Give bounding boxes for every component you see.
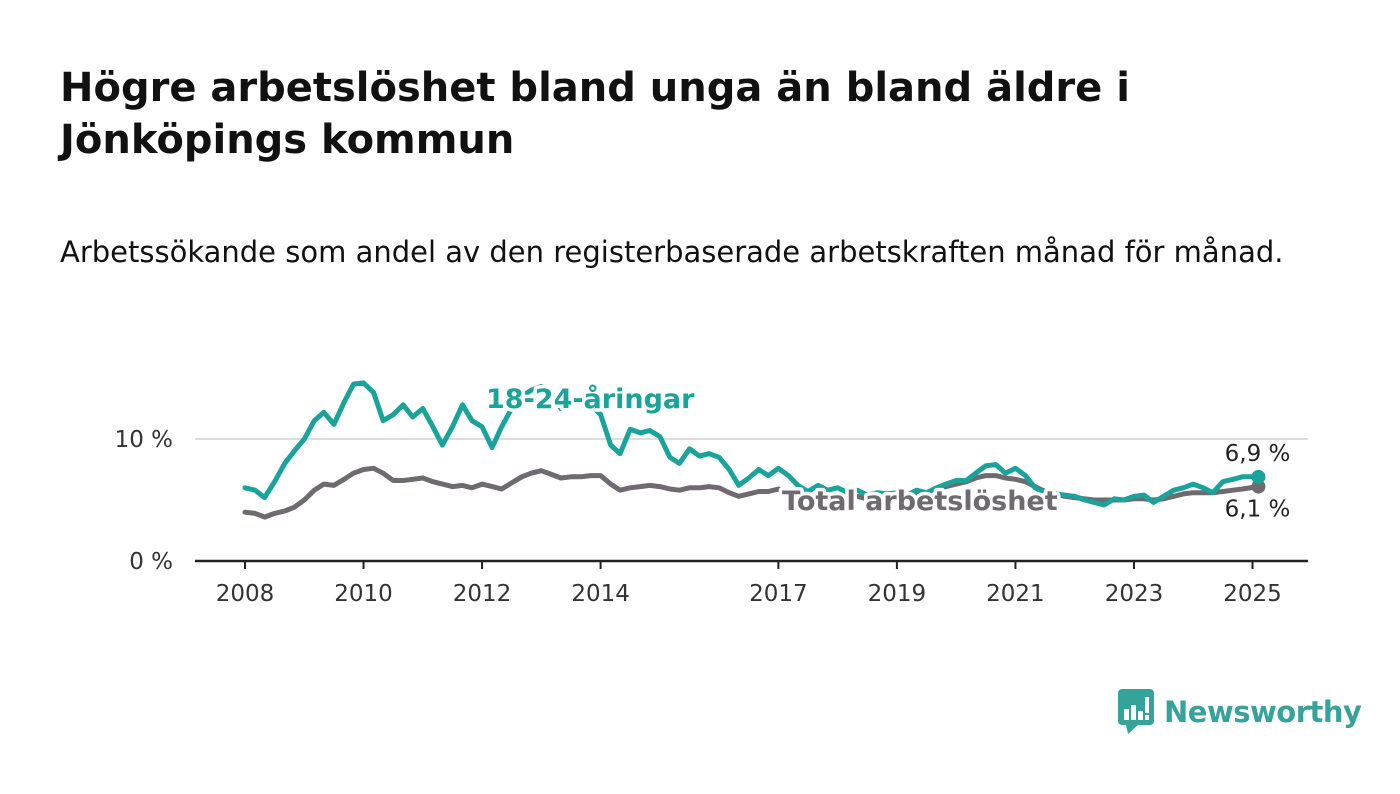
newsworthy-logo: Newsworthy xyxy=(1118,688,1362,736)
line-chart: 0 % 10 % 2008 2010 2012 2014 2017 2019 2021 2023 2… xyxy=(115,380,1308,607)
series-label-total: Total arbetslöshet xyxy=(782,486,1058,517)
y-tick-label: 10 % xyxy=(115,427,173,453)
x-tick-label: 2017 xyxy=(749,581,808,607)
series-label-youth: 18-24-åringar xyxy=(486,383,695,415)
x-tick-label: 2023 xyxy=(1105,581,1164,607)
newsworthy-logo-icon xyxy=(1118,689,1154,734)
brand-name: Newsworthy xyxy=(1164,695,1362,729)
x-tick-label: 2025 xyxy=(1223,581,1282,607)
series-line-youth xyxy=(242,380,1261,508)
axis-ticks: 0 % 10 % 2008 2010 2012 2014 2017 2019 2021 2023 2… xyxy=(115,427,1282,607)
x-tick-label: 2008 xyxy=(216,581,275,607)
end-label-youth: 6,9 % xyxy=(1225,441,1291,467)
series-lines xyxy=(242,380,1266,520)
series-labels: 18-24-åringar Total arbetslöshet 6,9 % 6,1 … xyxy=(483,380,1291,523)
grid-lines xyxy=(195,438,1308,563)
y-tick-label: 0 % xyxy=(129,549,173,575)
x-tick-label: 2014 xyxy=(571,581,630,607)
page-title: Högre arbetslöshet bland unga än bland ä… xyxy=(60,65,1130,163)
x-tick-label: 2019 xyxy=(868,581,927,607)
series-endpoint-youth xyxy=(1251,469,1266,484)
x-tick-label: 2021 xyxy=(986,581,1045,607)
x-tick-label: 2010 xyxy=(334,581,393,607)
end-label-total: 6,1 % xyxy=(1225,497,1291,523)
x-tick-label: 2012 xyxy=(453,581,512,607)
series-endpoint-total xyxy=(1251,479,1266,494)
chart-subtitle: Arbetssökande som andel av den registerb… xyxy=(60,235,1284,269)
